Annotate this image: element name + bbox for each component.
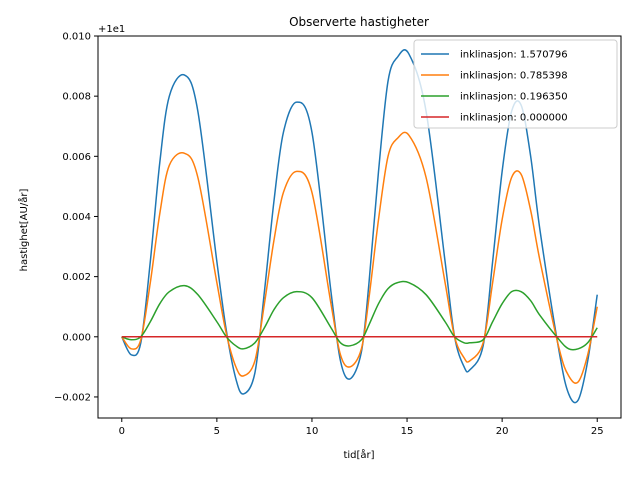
offset-label: +1e1 bbox=[98, 24, 125, 35]
y-axis-label: hastighet[AU/år] bbox=[17, 189, 30, 272]
y-tick-label: 0.006 bbox=[62, 152, 91, 163]
chart-title: Observerte hastigheter bbox=[289, 15, 429, 29]
legend-label: inklinasjon: 0.785398 bbox=[460, 71, 568, 82]
series-line-1 bbox=[121, 131, 598, 384]
legend-box bbox=[413, 39, 618, 129]
legend: inklinasjon: 1.570796 inklinasjon: 0.7853… bbox=[413, 39, 618, 129]
y-tick-label: 0.004 bbox=[62, 212, 91, 223]
axes-frame bbox=[97, 35, 622, 419]
legend-label: inklinasjon: 0.196350 bbox=[460, 92, 568, 103]
series-line-2 bbox=[121, 280, 598, 351]
x-axis-label: tid[år] bbox=[343, 448, 374, 461]
x-tick-label: 0 bbox=[119, 426, 125, 437]
x-tick-label: 15 bbox=[401, 426, 414, 437]
x-tick-label: 10 bbox=[306, 426, 319, 437]
y-tick-label: −0.002 bbox=[54, 392, 91, 403]
y-tick-label: 0.002 bbox=[62, 272, 91, 283]
legend-label: inklinasjon: 1.570796 bbox=[460, 50, 568, 61]
legend-label: inklinasjon: 0.000000 bbox=[460, 113, 568, 124]
x-tick-label: 5 bbox=[214, 426, 220, 437]
x-tick-label: 25 bbox=[591, 426, 604, 437]
y-tick-label: 0.008 bbox=[62, 92, 91, 103]
y-tick-label: 0.000 bbox=[62, 332, 91, 343]
axis-ticks: 0 5 10 15 20 25 −0.002 0.000 0.002 0.004 0.006 0.00… bbox=[54, 32, 604, 438]
x-tick-label: 20 bbox=[496, 426, 509, 437]
y-tick-label: 0.010 bbox=[62, 32, 91, 43]
